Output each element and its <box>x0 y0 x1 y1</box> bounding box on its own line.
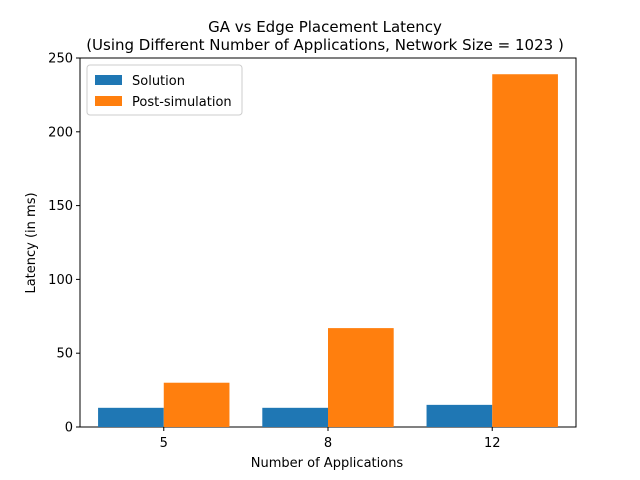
legend: Solution Post-simulation <box>86 64 243 116</box>
x-tick-label: 12 <box>484 436 501 451</box>
bar-post-simulation-12 <box>492 74 558 428</box>
bar-solution-8 <box>262 407 328 427</box>
legend-box <box>86 64 243 116</box>
legend-swatch-solution <box>95 75 122 85</box>
y-axis-label: Latency (in ms) <box>24 192 39 293</box>
y-tick-label: 0 <box>65 421 73 436</box>
bar-post-simulation-5 <box>163 382 230 427</box>
x-axis-label: Number of Applications <box>251 456 404 471</box>
bar-solution-5 <box>98 407 164 427</box>
y-tick-label: 100 <box>48 273 73 288</box>
legend-label-post-simulation: Post-simulation <box>132 95 232 110</box>
x-tick-label: 5 <box>160 436 168 451</box>
bar-post-simulation-8 <box>328 328 394 427</box>
legend-label-solution: Solution <box>132 74 185 89</box>
y-tick-label: 50 <box>56 347 73 362</box>
legend-swatch-post-simulation <box>95 96 122 106</box>
chart-title: GA vs Edge Placement Latency <box>208 18 442 36</box>
bars <box>98 74 558 428</box>
x-tick-label: 8 <box>324 436 332 451</box>
bar-solution-12 <box>426 404 493 427</box>
y-tick-label: 200 <box>48 125 73 140</box>
y-tick-label: 150 <box>48 199 73 214</box>
chart-subtitle: (Using Different Number of Applications,… <box>86 36 564 54</box>
ticks: 0 50 100 150 200 250 5 8 12 <box>48 52 500 452</box>
y-tick-label: 250 <box>48 52 73 67</box>
